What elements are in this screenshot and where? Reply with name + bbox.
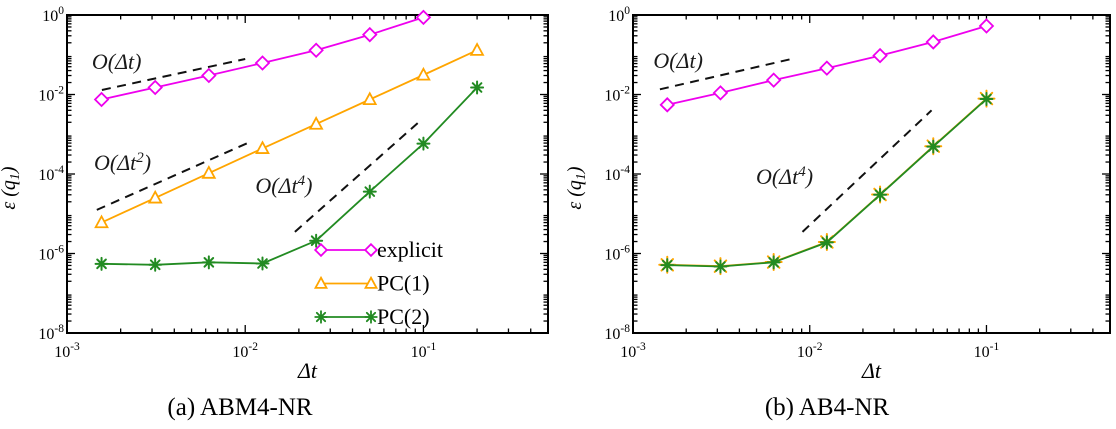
y-tick-label-0: 100 [608,5,630,25]
slope-guide-1 [801,109,933,233]
legend-entry-pc1: PC(1) [313,271,430,296]
marker-triangle [201,165,217,179]
marker-diamond [313,242,329,258]
series-pc1 [94,42,485,229]
legend-label: PC(2) [377,304,430,329]
y-tick-label-4: 10-8 [604,323,630,343]
marker-star [660,258,675,273]
marker-diamond [308,42,324,58]
tick-labels: 10-3 10-2 10-1 100 10-2 10-4 10-6 10-8 [38,5,436,361]
marker-triangle [363,275,379,289]
y-tick-label-2: 10-4 [38,164,64,184]
marker-diamond [363,242,379,258]
y-tick-label-3: 10-6 [604,244,630,264]
slope-guide-label-1: O(Δt2) [94,150,151,175]
y-tick-label-0: 100 [42,5,64,25]
marker-star [255,256,270,271]
series-pc2 [94,80,485,272]
marker-diamond [415,9,432,26]
marker-triangle [416,66,431,81]
plot-frame [632,14,1111,334]
slope-guide-0 [101,58,246,91]
marker-triangle [147,189,163,204]
marker-diamond [978,18,995,34]
legend: explicit PC(1) PC(2) [313,237,443,329]
series-pc2 [660,92,994,274]
caption-a: (a) ABM4-NR [167,394,313,421]
marker-triangle [94,214,109,229]
marker-star [364,310,378,324]
reference-lines: O(Δt) O(Δt4) [653,48,933,233]
y-axis-label: ε (q1) [0,166,23,210]
marker-star [94,256,109,271]
x-tick-label-2: 10-1 [411,341,437,361]
legend-label: explicit [377,237,443,262]
y-tick-label-1: 10-2 [604,85,630,105]
axis-ticks [66,14,548,334]
marker-diamond [712,85,729,101]
series-explicit [659,18,995,113]
reference-lines: O(Δt) O(Δt2) O(Δt4) [92,49,420,233]
marker-star [873,187,888,202]
marker-star [201,255,216,270]
marker-star [979,92,994,107]
slope-guide-0 [659,57,795,91]
x-tick-label-0: 10-3 [620,341,646,361]
slope-guide-label-1: O(Δt4) [756,164,813,189]
marker-triangle [308,116,324,130]
y-axis-label: ε (q1) [564,166,589,210]
marker-triangle [255,140,270,154]
x-axis-label: Δt [297,358,318,383]
caption-b: (b) AB4-NR [764,394,890,421]
marker-triangle [362,91,378,106]
legend-label: PC(1) [377,271,430,296]
chart-a: 10-3 10-2 10-110010-210-410-610-8O(Δt)O(Δt… [0,5,549,383]
marker-diamond [254,55,271,71]
marker-star [416,136,431,151]
marker-triangle [313,275,329,289]
y-tick-label-3: 10-6 [38,244,64,264]
slope-guide-label-0: O(Δt) [653,48,703,73]
marker-star [926,139,941,154]
x-tick-label-2: 10-1 [974,341,1000,361]
marker-star [309,233,324,248]
chart-b: 10-3 10-2 10-110010-210-410-610-8O(Δt)O(Δt… [564,5,1111,383]
y-tick-label-2: 10-4 [604,164,630,184]
slope-guide-1 [96,142,248,211]
marker-diamond [93,91,110,108]
tick-labels: 10-3 10-2 10-1 100 10-2 10-4 10-6 10-8 [604,5,999,361]
x-tick-label-1: 10-2 [232,341,258,361]
marker-diamond [659,97,676,113]
legend-entry-explicit: explicit [313,237,443,262]
marker-diamond [925,34,942,50]
series-explicit [93,9,432,108]
x-tick-label-0: 10-3 [54,341,80,361]
marker-triangle [469,42,485,56]
axis-ticks [632,14,1110,334]
marker-star [766,255,781,270]
marker-diamond [147,79,163,96]
legend-entry-pc2: PC(2) [314,304,430,329]
marker-diamond [362,26,378,43]
slope-guide-label-0: O(Δt) [92,49,142,74]
y-tick-label-1: 10-2 [38,85,64,105]
marker-diamond [872,47,888,64]
marker-star [470,80,485,95]
y-tick-label-4: 10-8 [38,323,64,343]
marker-star [362,184,377,199]
marker-star [819,235,834,250]
marker-diamond [819,60,835,76]
marker-star [314,310,328,324]
slope-guide-label-2: O(Δt4) [255,173,312,198]
marker-star [713,259,728,274]
marker-star [148,257,163,272]
marker-diamond [201,67,217,84]
x-tick-label-1: 10-2 [797,341,823,361]
marker-diamond [765,72,782,88]
slope-guide-2 [294,121,420,233]
x-axis-label: Δt [861,358,882,383]
